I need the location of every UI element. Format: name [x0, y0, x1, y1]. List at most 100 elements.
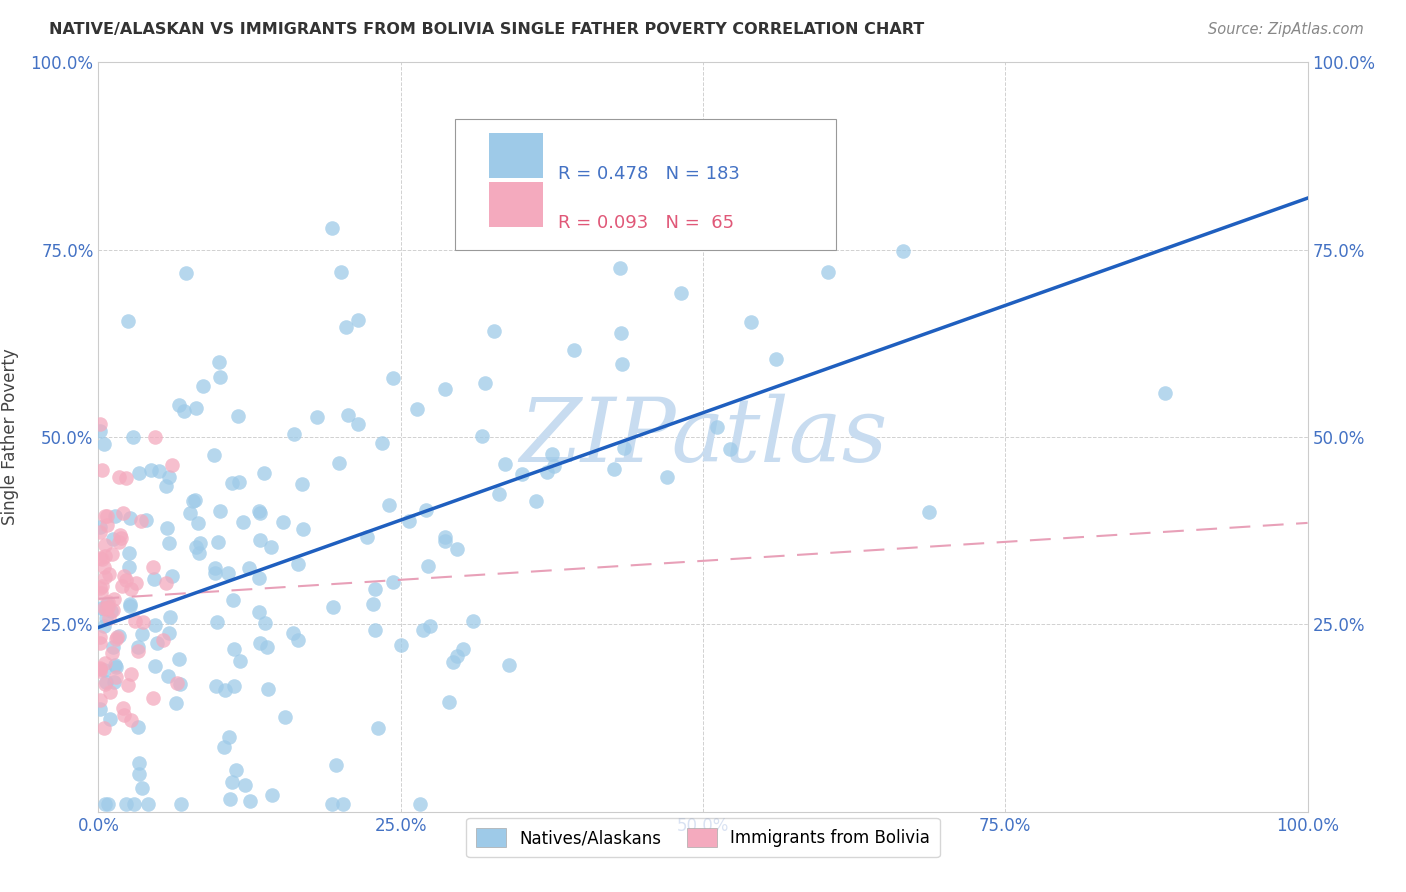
FancyBboxPatch shape [489, 134, 543, 178]
Point [433, 530, 456, 544]
Point [89, 425, 111, 439]
Point [103, 532, 125, 546]
Point [145, 636, 167, 650]
Point [321, 221, 343, 235]
Point [127, 720, 149, 734]
Point [335, 319, 357, 334]
Point [129, 514, 152, 528]
Point [254, 616, 277, 631]
Point [166, 676, 188, 690]
Point [120, 597, 142, 611]
Point [128, 467, 150, 481]
Point [112, 506, 135, 520]
Point [292, 522, 315, 536]
Point [378, 498, 401, 512]
Point [232, 515, 254, 529]
Y-axis label: Single Father Poverty: Single Father Poverty [1, 349, 20, 525]
Point [104, 670, 127, 684]
Point [103, 509, 125, 524]
Point [191, 378, 214, 392]
Point [207, 535, 229, 549]
Point [356, 530, 378, 544]
Point [498, 657, 520, 672]
Point [179, 506, 201, 520]
Point [157, 669, 180, 683]
Point [706, 420, 728, 434]
Point [108, 534, 131, 549]
Point [188, 535, 211, 549]
Point [439, 695, 461, 709]
Point [249, 506, 271, 520]
Point [702, 178, 724, 193]
Point [434, 382, 457, 396]
Point [128, 756, 150, 770]
Point [157, 626, 180, 640]
Point [260, 540, 283, 554]
Point [117, 678, 139, 692]
Point [328, 456, 350, 470]
Point [97, 595, 120, 609]
Point [364, 582, 387, 596]
Point [94, 797, 117, 812]
Point [484, 324, 506, 338]
Point [238, 560, 260, 574]
Point [262, 788, 284, 802]
Point [347, 417, 370, 431]
Point [142, 690, 165, 705]
Point [97, 797, 120, 812]
Point [212, 739, 235, 754]
Point [451, 642, 474, 657]
Point [96, 509, 118, 524]
Legend: Natives/Alaskans, Immigrants from Bolivia: Natives/Alaskans, Immigrants from Bolivi… [467, 818, 939, 857]
Point [94, 602, 117, 616]
Point [291, 476, 314, 491]
Point [412, 623, 434, 637]
Point [159, 610, 181, 624]
Point [363, 597, 385, 611]
Text: NATIVE/ALASKAN VS IMMIGRANTS FROM BOLIVIA SINGLE FATHER POVERTY CORRELATION CHAR: NATIVE/ALASKAN VS IMMIGRANTS FROM BOLIVI… [49, 22, 925, 37]
Point [228, 475, 250, 489]
Point [463, 614, 485, 628]
Point [239, 794, 262, 808]
Point [112, 701, 135, 715]
Point [155, 478, 177, 492]
Point [89, 550, 111, 565]
Point [256, 640, 278, 655]
Point [446, 542, 468, 557]
Point [419, 618, 441, 632]
Point [107, 470, 129, 484]
Point [94, 570, 117, 584]
Point [510, 467, 533, 481]
Point [416, 559, 439, 574]
Point [89, 662, 111, 676]
Point [157, 469, 180, 483]
Point [93, 560, 115, 574]
Point [257, 681, 280, 696]
Point [817, 265, 839, 279]
Point [228, 655, 250, 669]
Point [415, 502, 437, 516]
Point [114, 471, 136, 485]
Point [609, 326, 631, 340]
Point [131, 780, 153, 795]
Point [122, 430, 145, 444]
Point [488, 487, 510, 501]
Point [131, 627, 153, 641]
Point [718, 442, 741, 456]
Point [101, 603, 124, 617]
Point [124, 614, 146, 628]
Point [249, 636, 271, 650]
Point [93, 436, 115, 450]
Point [93, 656, 115, 670]
Point [225, 763, 247, 777]
Point [103, 674, 125, 689]
Text: R = 0.093   N =  65: R = 0.093 N = 65 [558, 214, 734, 232]
Point [524, 494, 547, 508]
Point [148, 464, 170, 478]
Point [100, 548, 122, 562]
Point [208, 369, 231, 384]
Point [97, 611, 120, 625]
Point [127, 644, 149, 658]
Point [93, 600, 115, 615]
Point [170, 797, 193, 812]
